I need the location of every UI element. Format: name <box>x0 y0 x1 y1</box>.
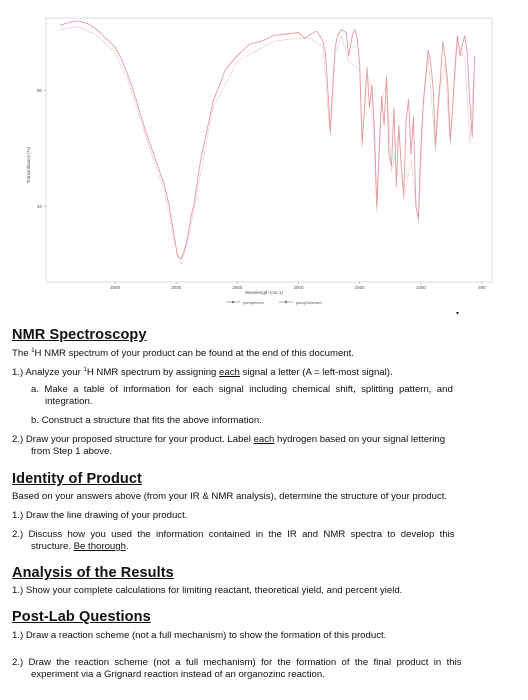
legend-marker-1 <box>231 300 235 304</box>
ir-spectrum-chart: 80 40 3500 3000 2500 2000 1500 1000 500 Transmi… <box>26 17 493 317</box>
x-tick-label: 1500 <box>355 285 366 290</box>
x-tick-label: 3000 <box>171 285 182 290</box>
identity-question-2-cont: structure. Be thorough. <box>31 541 129 552</box>
spectrum-lines <box>59 20 476 265</box>
identity-question-2: 2.) Discuss how you used the information… <box>12 529 455 540</box>
nmr-question-1: 1.) Analyze your 1H NMR spectrum by assi… <box>12 367 393 379</box>
x-tick-label: 1000 <box>416 285 427 290</box>
y-tick-label: 80 <box>37 88 43 93</box>
postlab-heading: Post-Lab Questions <box>12 609 151 625</box>
y-axis-label: Transmittance (%) <box>26 146 31 183</box>
x-tick-label: 2000 <box>293 285 304 290</box>
series-line-2 <box>59 26 475 265</box>
nmr-question-1a: a. Make a table of information for each … <box>31 384 453 395</box>
postlab-question-1: 1.) Draw a reaction scheme (not a full m… <box>12 630 387 641</box>
identity-intro: Based on your answers above (from your I… <box>12 491 448 502</box>
chart-legend: pamphlover pampSelected <box>226 300 322 305</box>
nmr-intro: The 1H NMR spectrum of your product can … <box>12 348 354 360</box>
y-tick-label: 40 <box>37 204 43 209</box>
legend-label-2: pampSelected <box>296 300 322 305</box>
x-axis-label: Wavelength (cm-1) <box>245 290 283 295</box>
plot-border <box>45 17 493 283</box>
x-tick-label: 500 <box>478 285 486 290</box>
x-tick-label: 2500 <box>232 285 243 290</box>
series-line-1 <box>59 20 476 260</box>
nmr-question-1b: b. Construct a structure that fits the a… <box>31 415 262 426</box>
analysis-heading: Analysis of the Results <box>12 565 174 581</box>
analysis-question-1: 1.) Show your complete calculations for … <box>12 585 403 596</box>
postlab-question-2-cont: experiment via a Grignard reaction inste… <box>31 669 325 680</box>
plot-frame <box>45 17 493 283</box>
identity-question-1: 1.) Draw the line drawing of your produc… <box>12 510 188 521</box>
legend-marker-2 <box>284 300 288 304</box>
nmr-heading: NMR Spectroscopy <box>12 327 147 343</box>
identity-heading: Identity of Product <box>12 471 142 487</box>
cursor-icon: ▾ <box>456 311 459 317</box>
legend-label-1: pamphlover <box>243 300 265 305</box>
nmr-question-1a-cont: integration. <box>45 396 93 407</box>
x-tick-label: 3500 <box>110 285 121 290</box>
nmr-question-2-cont: from Step 1 above. <box>31 446 113 457</box>
y-axis: 80 40 <box>37 88 46 209</box>
nmr-question-2: 2.) Draw your proposed structure for you… <box>12 434 446 445</box>
postlab-question-2: 2.) Draw the reaction scheme (not a full… <box>12 657 462 668</box>
x-axis: 3500 3000 2500 2000 1500 1000 500 <box>110 282 486 290</box>
